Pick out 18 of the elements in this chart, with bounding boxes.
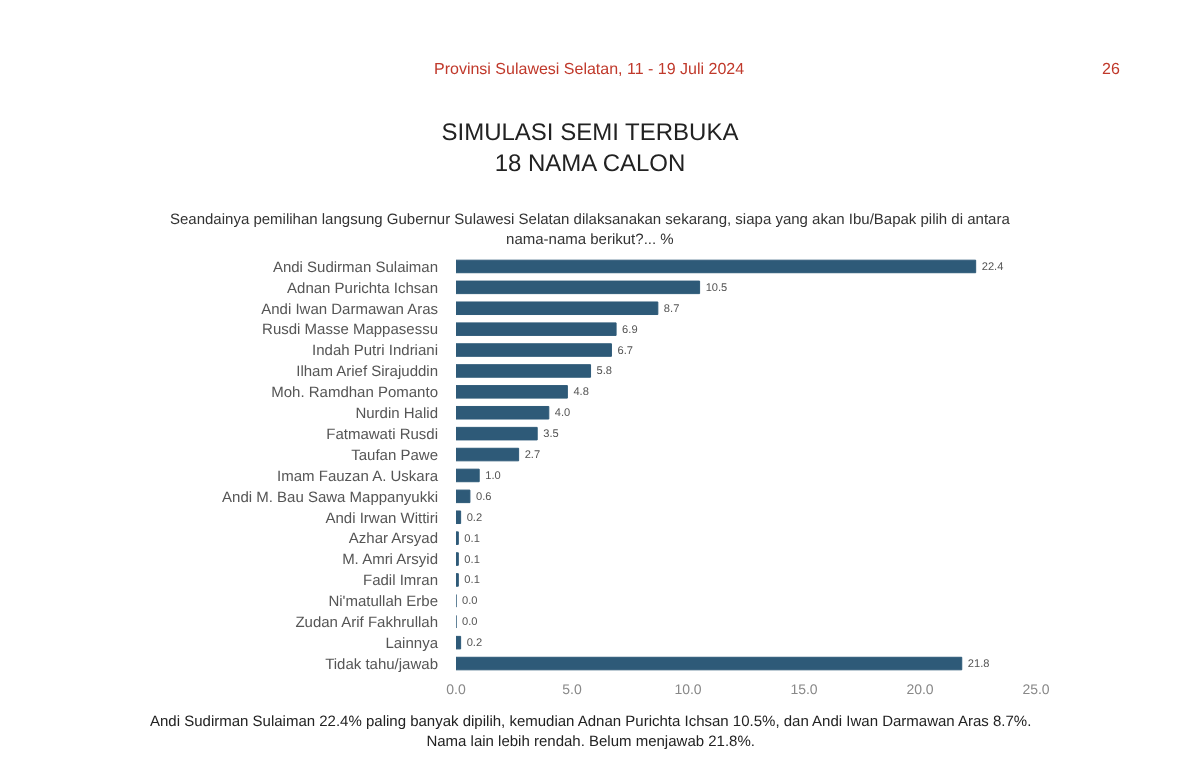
bar bbox=[456, 385, 568, 399]
text: 26 bbox=[1102, 60, 1121, 78]
bar bbox=[456, 468, 480, 483]
text: Provinsi Sulawesi Selatan, 11 - 19 Juli 2024 bbox=[434, 60, 746, 78]
bar bbox=[456, 280, 701, 295]
bar bbox=[456, 489, 471, 504]
bar bbox=[456, 322, 617, 336]
bar bbox=[456, 364, 592, 378]
bar bbox=[456, 635, 462, 650]
bar bbox=[456, 259, 977, 274]
bar bbox=[456, 405, 550, 420]
bar bbox=[456, 510, 462, 525]
bar bbox=[456, 447, 520, 462]
bar bbox=[456, 426, 538, 441]
bar bbox=[456, 656, 963, 671]
bar bbox=[456, 301, 659, 316]
chart-title: SIMULASI SEMI TERBUKA 18 NAMA CALON bbox=[441, 118, 739, 178]
bar bbox=[456, 343, 612, 357]
